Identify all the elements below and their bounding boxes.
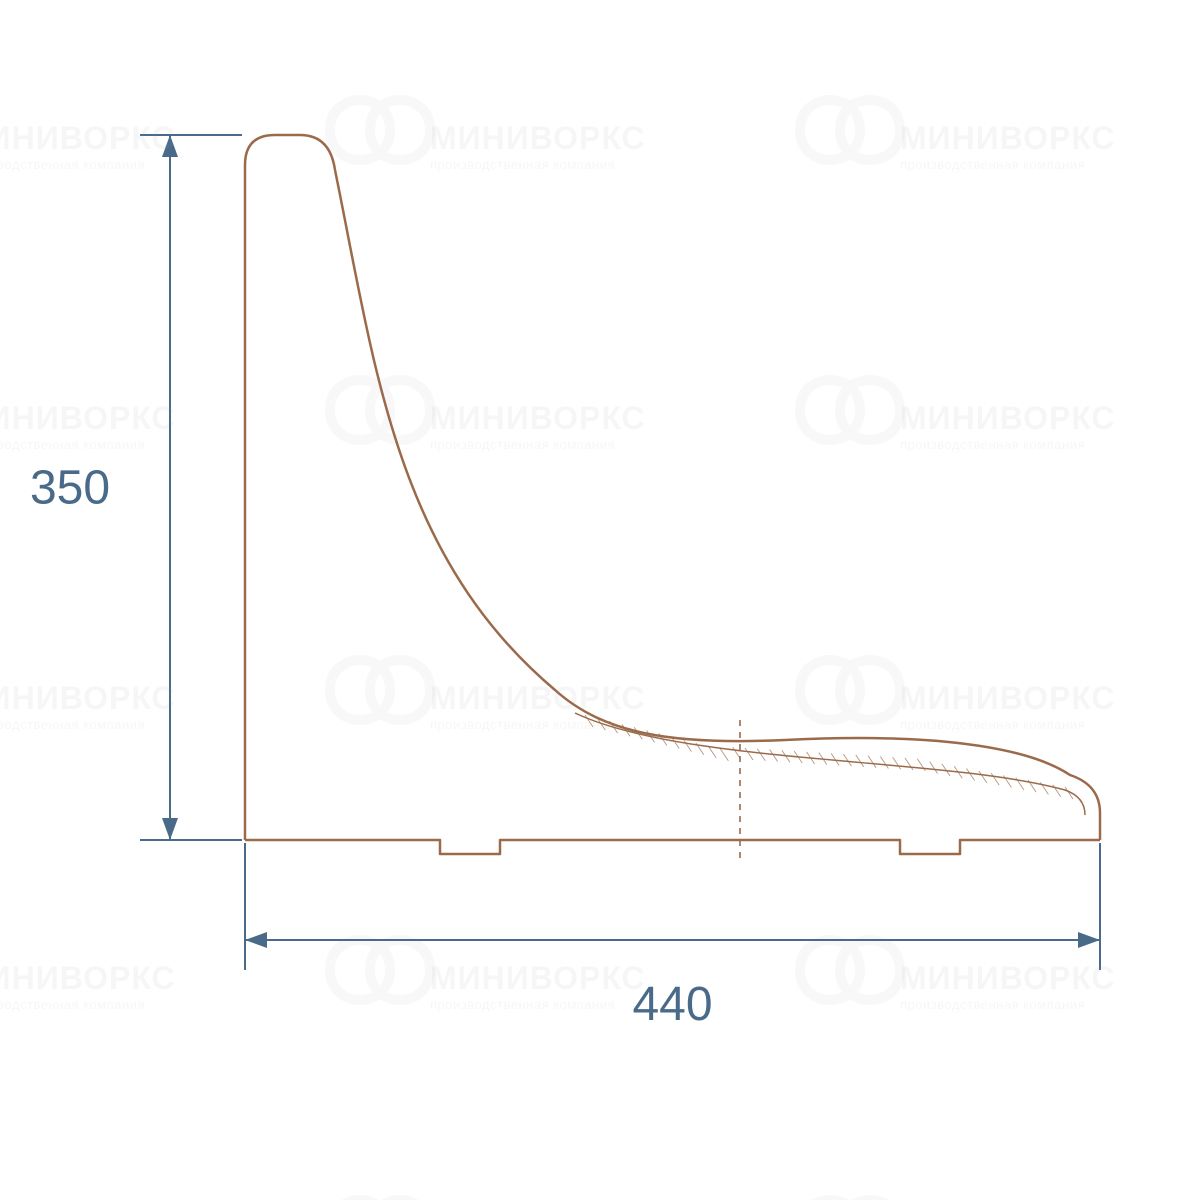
width-dimension-label: 440 [632,978,712,1031]
drawing-svg: 350 440 [0,0,1200,1200]
technical-drawing-container: { "drawing": { "type": "technical-diagra… [0,0,1200,1200]
height-dimension-label: 350 [30,462,110,515]
